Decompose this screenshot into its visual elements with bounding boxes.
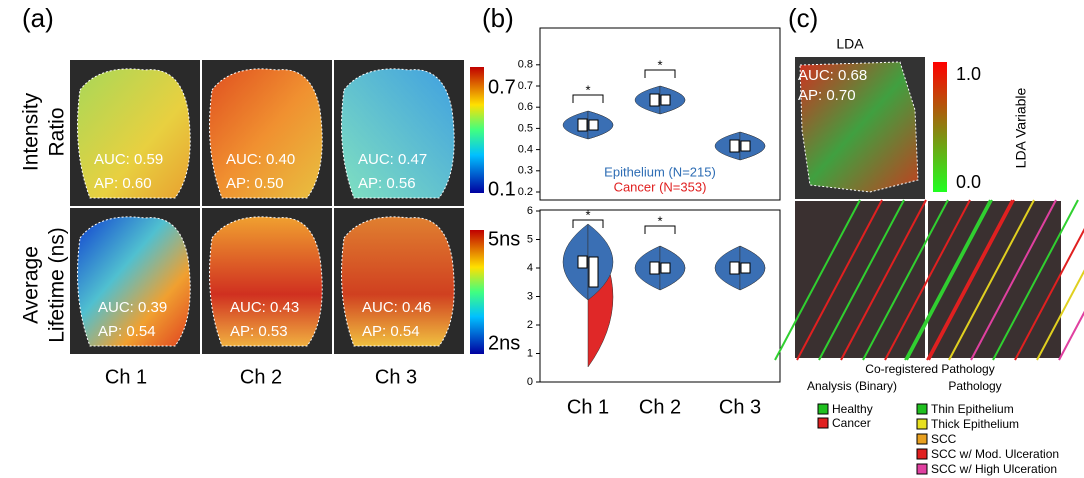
box <box>589 257 598 287</box>
legend-text: SCC w/ High Ulceration <box>931 462 1057 476</box>
column-label: Ch 1 <box>105 366 147 388</box>
significance: * <box>585 207 590 222</box>
row-label: Ratio <box>46 107 69 156</box>
column-label: Ch 2 <box>240 366 282 388</box>
ap-text: AP: 0.53 <box>230 323 288 340</box>
ap-text: AP: 0.70 <box>798 87 856 104</box>
colorbar-label: 1.0 <box>956 64 981 84</box>
auc-text: AUC: 0.47 <box>358 151 427 168</box>
colorbar-title: LDA Variable <box>1013 87 1029 168</box>
ap-text: AP: 0.50 <box>226 175 284 192</box>
significance: * <box>657 213 662 228</box>
image-title: LDA <box>836 36 864 52</box>
row-label: Intensity <box>20 92 43 171</box>
legend-text: Cancer <box>832 416 871 430</box>
auc-text: AUC: 0.46 <box>362 299 431 316</box>
legend-swatch <box>917 449 927 459</box>
colorbar <box>933 62 947 192</box>
y-tick-label: 6 <box>527 205 533 217</box>
y-tick-label: 0.8 <box>518 59 533 71</box>
legend-title: Analysis (Binary) <box>807 379 897 393</box>
significance: * <box>657 57 662 72</box>
legend-swatch <box>818 404 828 414</box>
column-label: Ch 3 <box>719 396 761 418</box>
box <box>661 95 670 105</box>
panel-label: (a) <box>22 3 54 33</box>
legend-swatch <box>818 418 828 428</box>
y-tick-label: 0.3 <box>518 165 533 177</box>
legend-swatch <box>917 464 927 474</box>
ap-text: AP: 0.54 <box>362 323 420 340</box>
legend-swatch <box>917 434 927 444</box>
legend-text: Healthy <box>832 402 873 416</box>
ap-text: AP: 0.54 <box>98 323 156 340</box>
auc-text: AUC: 0.40 <box>226 151 295 168</box>
y-tick-label: 2 <box>527 319 533 331</box>
legend-text: Thin Epithelium <box>931 402 1014 416</box>
box <box>589 120 598 130</box>
colorbar <box>470 230 484 354</box>
y-tick-label: 4 <box>527 262 533 274</box>
legend-text: Cancer (N=353) <box>614 179 707 194</box>
y-tick-label: 0.4 <box>518 144 533 156</box>
ap-text: AP: 0.60 <box>94 175 152 192</box>
column-label: Ch 2 <box>639 396 681 418</box>
box <box>661 263 670 273</box>
y-tick-label: 5 <box>527 233 533 245</box>
colorbar-label: 5ns <box>488 228 520 250</box>
colorbar-label: 0.1 <box>488 178 516 200</box>
panel-label: (b) <box>482 3 514 33</box>
auc-text: AUC: 0.43 <box>230 299 299 316</box>
y-tick-label: 0.7 <box>518 80 533 92</box>
y-tick-label: 0.6 <box>518 101 533 113</box>
box <box>578 119 587 131</box>
box <box>730 262 739 274</box>
legend-title: Pathology <box>948 379 1001 393</box>
box <box>650 262 659 274</box>
box <box>741 141 750 151</box>
legend-text: SCC <box>931 432 957 446</box>
box <box>741 263 750 273</box>
y-tick-label: 3 <box>527 290 533 302</box>
legend-swatch <box>917 419 927 429</box>
colorbar-label: 0.7 <box>488 76 516 98</box>
caption: Co-registered Pathology <box>865 362 994 376</box>
legend-text: Epithelium (N=215) <box>604 164 716 179</box>
figure: (a) AUC: 0.59 AP: 0.60 AUC: 0.40 AP: 0.50 AU… <box>0 0 1084 478</box>
auc-text: AUC: 0.59 <box>94 151 163 168</box>
row-label: Average <box>20 246 43 324</box>
y-tick-label: 0.5 <box>518 122 533 134</box>
legend-swatch <box>917 404 927 414</box>
box <box>578 256 587 268</box>
column-label: Ch 1 <box>567 396 609 418</box>
legend-text: SCC w/ Mod. Ulceration <box>931 447 1059 461</box>
colorbar <box>470 67 484 193</box>
y-tick-label: 0.2 <box>518 186 533 198</box>
colorbar-label: 2ns <box>488 332 520 354</box>
significance: * <box>585 82 590 97</box>
legend-text: Thick Epithelium <box>931 417 1019 431</box>
colorbar-label: 0.0 <box>956 172 981 192</box>
column-label: Ch 3 <box>375 366 417 388</box>
row-label: Lifetime (ns) <box>46 227 69 343</box>
ap-text: AP: 0.56 <box>358 175 416 192</box>
auc-text: AUC: 0.68 <box>798 67 867 84</box>
y-tick-label: 1 <box>527 347 533 359</box>
box <box>730 140 739 152</box>
panel-label: (c) <box>788 3 818 33</box>
auc-text: AUC: 0.39 <box>98 299 167 316</box>
y-tick-label: 0 <box>527 376 533 388</box>
box <box>650 94 659 106</box>
